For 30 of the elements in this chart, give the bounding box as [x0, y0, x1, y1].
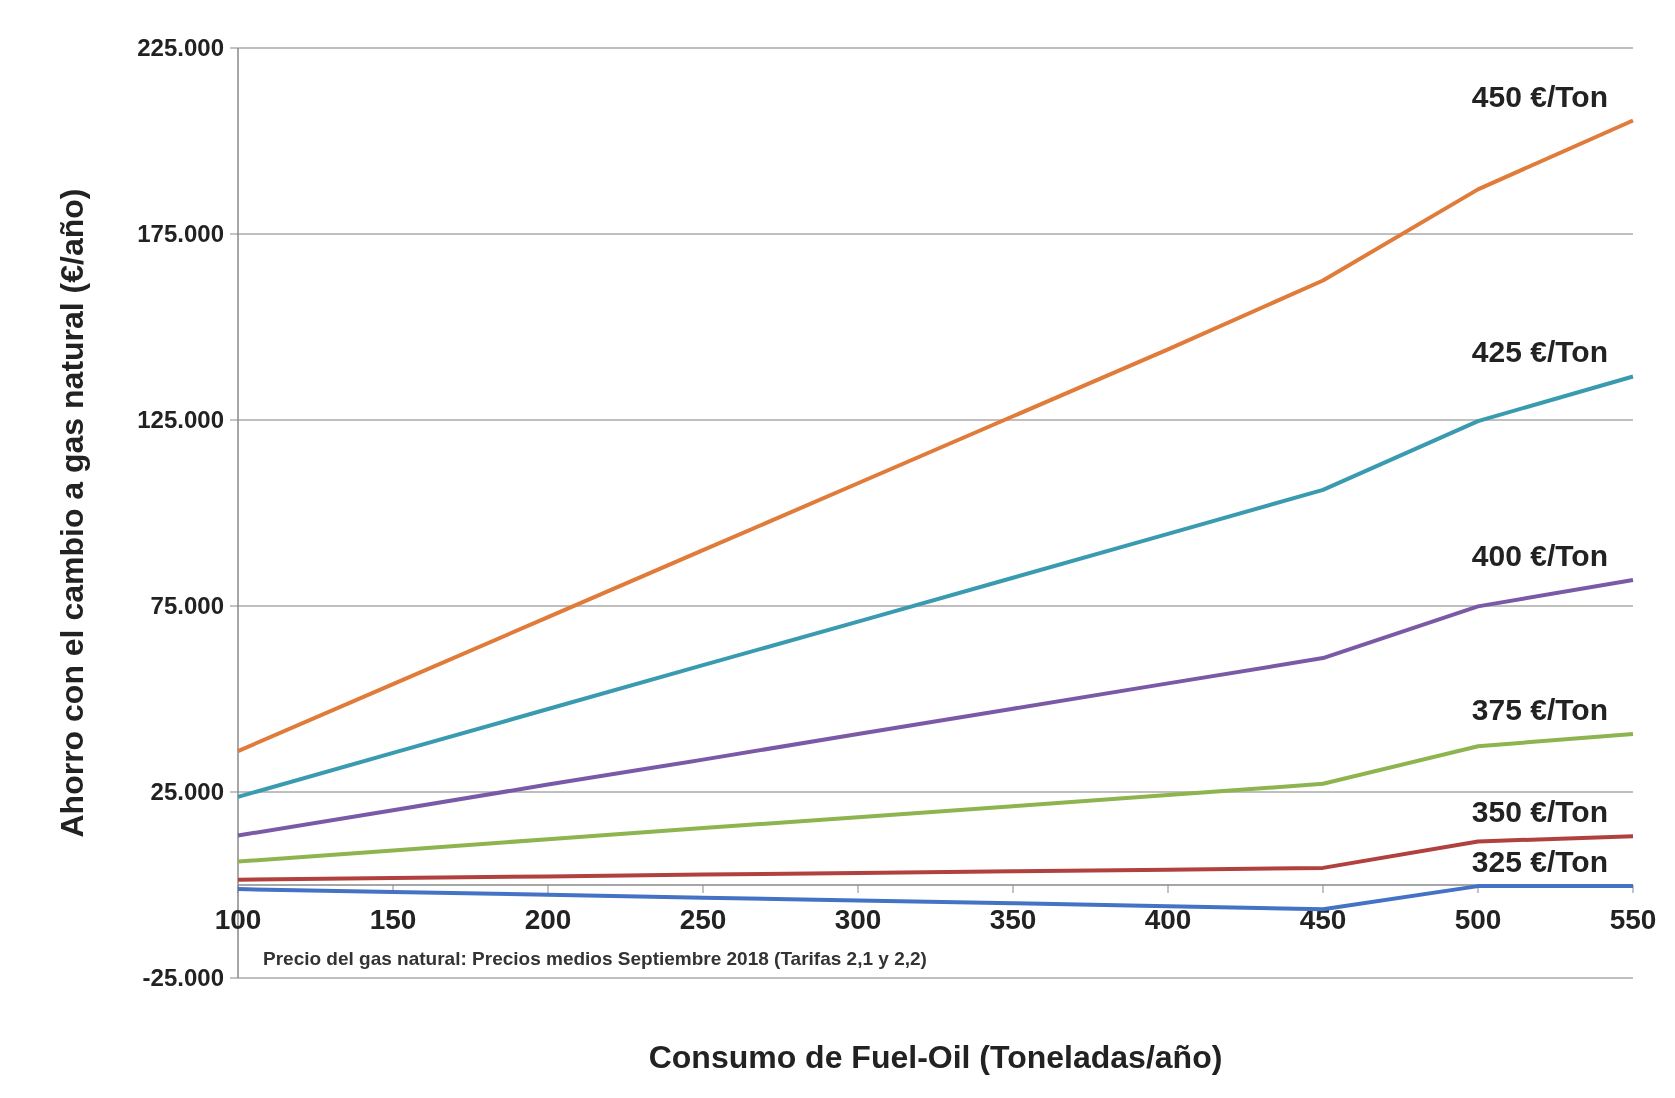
x-tick-label: 200: [524, 904, 572, 935]
line-series: [236, 374, 1635, 799]
y-tick-label: 25.000: [150, 778, 224, 806]
series-label: 450 €/Ton: [1471, 79, 1608, 113]
series-label: 350 €/Ton: [1471, 795, 1608, 829]
x-tick-label: 450: [1299, 904, 1347, 935]
x-tick-label: 500: [1454, 904, 1502, 935]
line-series: [236, 884, 1635, 912]
x-tick-label: 350: [989, 904, 1037, 935]
line-series: [236, 834, 1635, 882]
annotation: Precio del gas natural: Precios medios Septiembre 2018 (Tarifas 2,1 y 2,2): [263, 948, 927, 969]
y-tick-label: -25.000: [142, 964, 224, 992]
series-label: 425 €/Ton: [1471, 335, 1608, 369]
series-label: 325 €/Ton: [1471, 845, 1608, 879]
line-series: [236, 118, 1635, 754]
x-tick-label: 150: [369, 904, 417, 935]
x-tick-label: 550: [1609, 904, 1657, 935]
y-tick-label: 75.000: [150, 592, 224, 620]
x-tick-label: 300: [834, 904, 882, 935]
line-series: [236, 577, 1635, 838]
x-tick-label: 100: [214, 904, 262, 935]
series-label: 400 €/Ton: [1471, 538, 1608, 572]
y-tick-label: 175.000: [137, 220, 224, 248]
x-axis-title: Consumo de Fuel-Oil (Toneladas/año): [648, 1039, 1223, 1075]
y-tick-label: 225.000: [137, 34, 224, 62]
y-tick-label: 125.000: [137, 406, 224, 434]
series-label: 375 €/Ton: [1471, 692, 1608, 726]
x-tick-label: 400: [1144, 904, 1192, 935]
x-tick-label: 250: [679, 904, 727, 935]
y-axis-title: Ahorro con el cambio a gas natural (€/año): [54, 188, 90, 838]
